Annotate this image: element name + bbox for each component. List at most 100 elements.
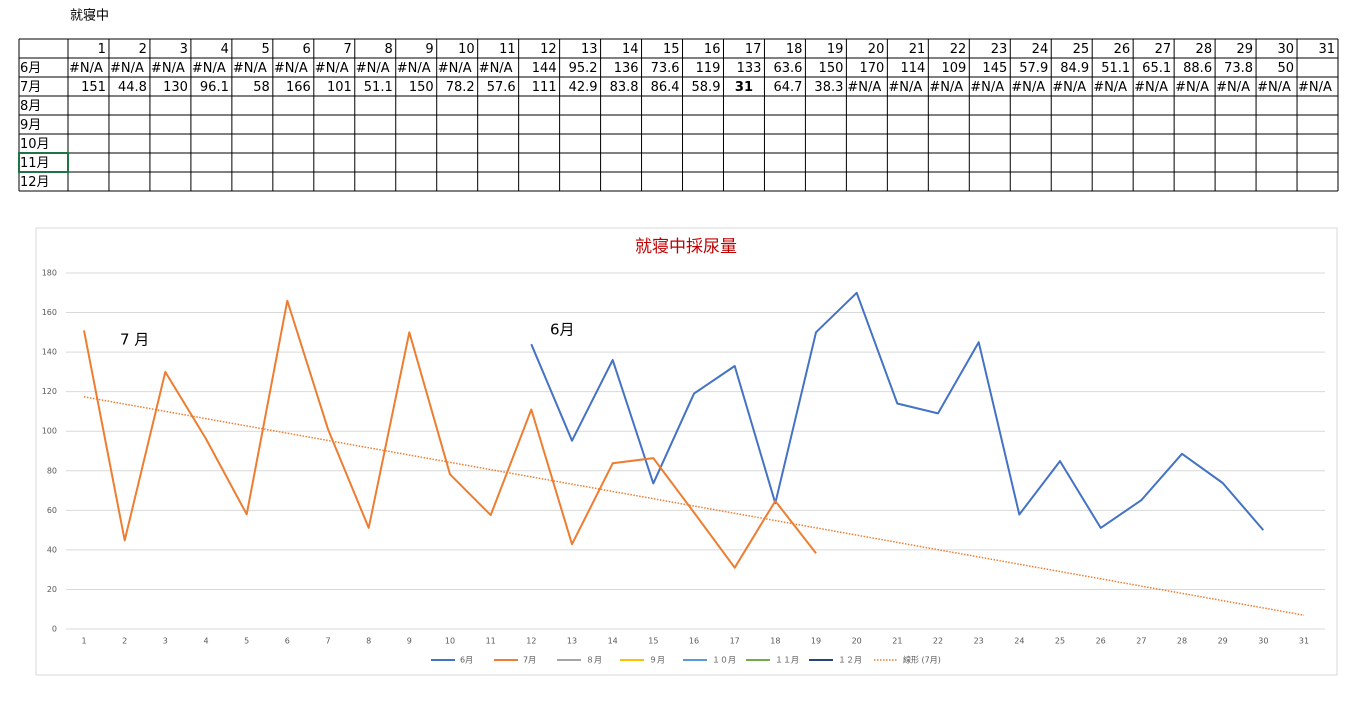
column-header: 10 (458, 42, 475, 57)
x-tick-label: 10 (445, 637, 455, 646)
column-header: 12 (540, 42, 557, 57)
row-header: 10月 (20, 137, 50, 152)
cell: #N/A (1134, 80, 1168, 95)
column-header: 27 (1155, 42, 1172, 57)
row-header: 11月 (20, 156, 50, 171)
cell: 58 (253, 80, 270, 95)
x-tick-label: 11 (486, 637, 496, 646)
x-tick-label: 24 (1014, 637, 1024, 646)
cell: 130 (163, 80, 188, 95)
cell: 44.8 (118, 80, 147, 95)
x-tick-label: 16 (689, 637, 699, 646)
cell: 83.8 (610, 80, 639, 95)
y-tick-label: 20 (47, 585, 57, 594)
cell: #N/A (315, 61, 349, 76)
column-header: 13 (581, 42, 598, 57)
x-tick-label: 8 (366, 637, 371, 646)
x-tick-label: 17 (730, 637, 740, 646)
annotation: 7 月 (120, 331, 149, 349)
row-header: 12月 (20, 175, 50, 190)
legend-label: １１月 (775, 656, 799, 665)
column-header: 31 (1318, 42, 1335, 57)
column-header: 25 (1073, 42, 1090, 57)
cell: 31 (735, 80, 753, 95)
y-tick-label: 80 (47, 466, 57, 475)
cell: #N/A (274, 61, 308, 76)
cell: 58.9 (692, 80, 721, 95)
row-header: 9月 (20, 118, 41, 133)
column-header: 30 (1277, 42, 1294, 57)
cell: 136 (614, 61, 639, 76)
column-header: 5 (262, 42, 270, 57)
column-header: 24 (1032, 42, 1049, 57)
column-header: 23 (991, 42, 1008, 57)
x-tick-label: 2 (122, 637, 127, 646)
x-tick-label: 27 (1136, 637, 1146, 646)
cell: 119 (696, 61, 721, 76)
column-header: 22 (950, 42, 967, 57)
column-header: 11 (499, 42, 516, 57)
cell: 42.9 (569, 80, 598, 95)
legend-label: 6月 (460, 656, 473, 665)
y-tick-label: 60 (47, 506, 57, 515)
column-header: 4 (221, 42, 229, 57)
cell: 170 (860, 61, 885, 76)
cell: #N/A (970, 80, 1004, 95)
x-tick-label: 22 (933, 637, 943, 646)
legend-label: １２月 (838, 656, 862, 665)
x-tick-label: 31 (1299, 637, 1309, 646)
y-tick-label: 140 (42, 348, 57, 357)
cell: #N/A (1011, 80, 1045, 95)
y-tick-label: 160 (42, 308, 57, 317)
chart-area[interactable] (35, 227, 1338, 676)
data-table: 1 2 3 4 5 6 7 8 9 10 11 12 13 14 15 16 17 18 19 20 21 22 23 24 2… (18, 38, 1339, 192)
cell: #N/A (1175, 80, 1209, 95)
cell: #N/A (1052, 80, 1086, 95)
x-tick-label: 20 (852, 637, 862, 646)
cell: 96.1 (200, 80, 229, 95)
cell: 114 (900, 61, 925, 76)
cell: 51.1 (1101, 61, 1130, 76)
cell: 78.2 (446, 80, 475, 95)
cell: #N/A (397, 61, 431, 76)
sheet-label: 就寝中 (70, 8, 109, 24)
x-tick-label: 9 (407, 637, 412, 646)
selected-cell[interactable] (18, 152, 69, 173)
cell: #N/A (1298, 80, 1332, 95)
column-header: 1 (98, 42, 106, 57)
x-tick-label: 28 (1177, 637, 1187, 646)
column-header: 6 (303, 42, 311, 57)
x-tick-label: 12 (526, 637, 536, 646)
cell: #N/A (888, 80, 922, 95)
cell: 150 (819, 61, 844, 76)
cell: #N/A (479, 61, 513, 76)
column-header: 28 (1196, 42, 1213, 57)
y-tick-label: 40 (47, 545, 57, 554)
x-tick-label: 25 (1055, 637, 1065, 646)
cell: 65.1 (1142, 61, 1171, 76)
column-header: 26 (1114, 42, 1131, 57)
chart-title: 就寝中採尿量 (635, 236, 737, 257)
column-header: 9 (425, 42, 433, 57)
x-tick-label: 1 (81, 637, 86, 646)
column-header: 16 (704, 42, 721, 57)
x-tick-label: 21 (892, 637, 902, 646)
cell: #N/A (233, 61, 267, 76)
cell: #N/A (192, 61, 226, 76)
column-header: 21 (909, 42, 926, 57)
x-tick-label: 4 (203, 637, 208, 646)
cell: #N/A (356, 61, 390, 76)
cell: 84.9 (1060, 61, 1089, 76)
trendline (83, 396, 1305, 616)
column-header: 3 (180, 42, 188, 57)
series-line (83, 299, 817, 569)
cell: 88.6 (1183, 61, 1212, 76)
legend-label: 7月 (523, 656, 536, 665)
cell: 144 (532, 61, 557, 76)
column-header: 19 (827, 42, 844, 57)
cell: 166 (286, 80, 311, 95)
cell: 50 (1277, 61, 1294, 76)
x-tick-label: 23 (974, 637, 984, 646)
